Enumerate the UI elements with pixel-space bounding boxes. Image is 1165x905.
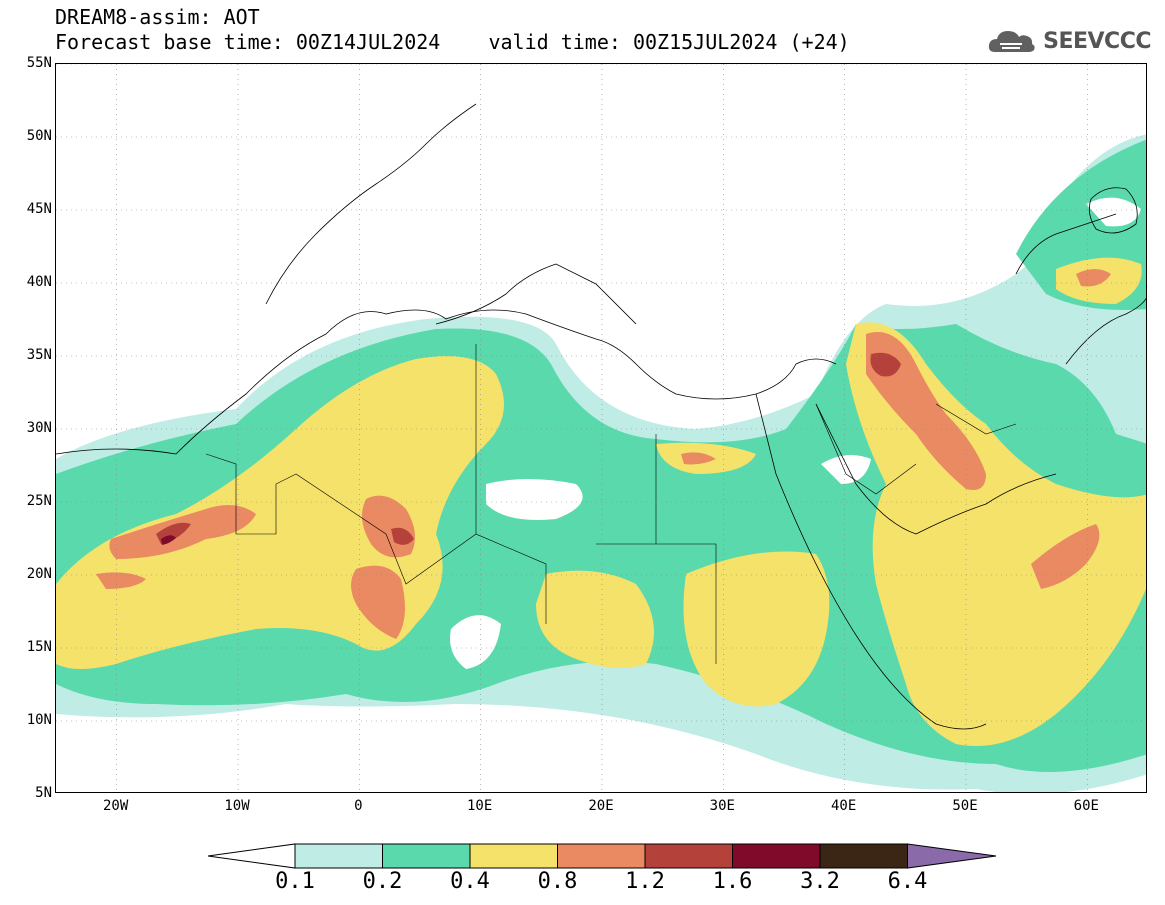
- lat-label: 25N: [26, 493, 52, 509]
- lon-label: 20W: [103, 798, 129, 814]
- aot-0.8-mali-2: [351, 565, 405, 639]
- colorbar-box: [557, 843, 646, 869]
- lat-label: 55N: [26, 55, 52, 71]
- lon-label: 0: [354, 798, 363, 814]
- colorbar-under-triangle: [207, 843, 296, 869]
- colorbar-label: 6.4: [887, 869, 928, 894]
- colorbar-label: 0.4: [450, 869, 490, 894]
- aot-low-hole-1: [486, 479, 583, 520]
- lat-label: 5N: [35, 785, 52, 801]
- lat-label: 20N: [26, 566, 52, 582]
- lon-label: 20E: [588, 798, 614, 814]
- aot-0.8-mauritania: [96, 572, 146, 589]
- colorbar-label: 1.2: [625, 869, 665, 894]
- lat-label: 50N: [26, 128, 52, 144]
- coastlines: [56, 103, 1146, 730]
- colorbar-box: [382, 843, 471, 869]
- aot-0.8-egypt: [681, 452, 716, 465]
- lat-label: 30N: [26, 420, 52, 436]
- lon-label: 30E: [709, 798, 735, 814]
- aot-low-hole-4: [1086, 197, 1141, 227]
- seevccc-logo: SEEVCCC: [987, 26, 1151, 56]
- colorbar-box: [294, 843, 383, 869]
- colorbar-label: 1.6: [712, 869, 753, 894]
- chart-title: DREAM8-assim: AOT: [55, 5, 260, 29]
- aot-1.6-max: [161, 535, 176, 545]
- lon-label: 60E: [1073, 798, 1099, 814]
- aot-0.4-sahel: [536, 570, 654, 668]
- colorbar-label: 0.8: [537, 869, 578, 894]
- country-borders: [205, 344, 1017, 664]
- lat-label: 10N: [26, 712, 52, 728]
- aot-0.4-sudan: [683, 551, 830, 707]
- cloud-icon: [989, 31, 1035, 52]
- aot-1.2-iraq: [870, 352, 901, 377]
- aot-0.8-oman: [1031, 524, 1100, 589]
- logo-text: SEEVCCC: [1043, 28, 1151, 54]
- aot-low-hole-3: [821, 455, 871, 484]
- aot-low-hole-2: [450, 615, 501, 669]
- lat-label: 45N: [26, 201, 52, 217]
- forecast-times: Forecast base time: 00Z14JUL2024 valid t…: [55, 30, 850, 54]
- lon-label: 50E: [952, 798, 978, 814]
- colorbar-box: [469, 843, 558, 869]
- lon-label: 10W: [224, 798, 250, 814]
- aot-map: [55, 63, 1147, 793]
- colorbar-label: 0.2: [362, 869, 403, 894]
- aot-0.8-caspian: [1076, 269, 1111, 287]
- colorbar-over-triangle: [907, 843, 997, 869]
- lat-label: 15N: [26, 639, 52, 655]
- colorbar-box: [819, 843, 908, 869]
- colorbar-box: [732, 843, 821, 869]
- colorbar-box: [644, 843, 733, 869]
- lat-label: 40N: [26, 274, 52, 290]
- aot-1.2-mali: [391, 527, 414, 545]
- lon-label: 10E: [467, 798, 493, 814]
- colorbar-label: 3.2: [800, 869, 840, 894]
- lat-lon-grid: [56, 64, 1146, 792]
- colorbar-label: 0.1: [275, 869, 315, 894]
- lon-label: 40E: [831, 798, 857, 814]
- lat-label: 35N: [26, 347, 52, 363]
